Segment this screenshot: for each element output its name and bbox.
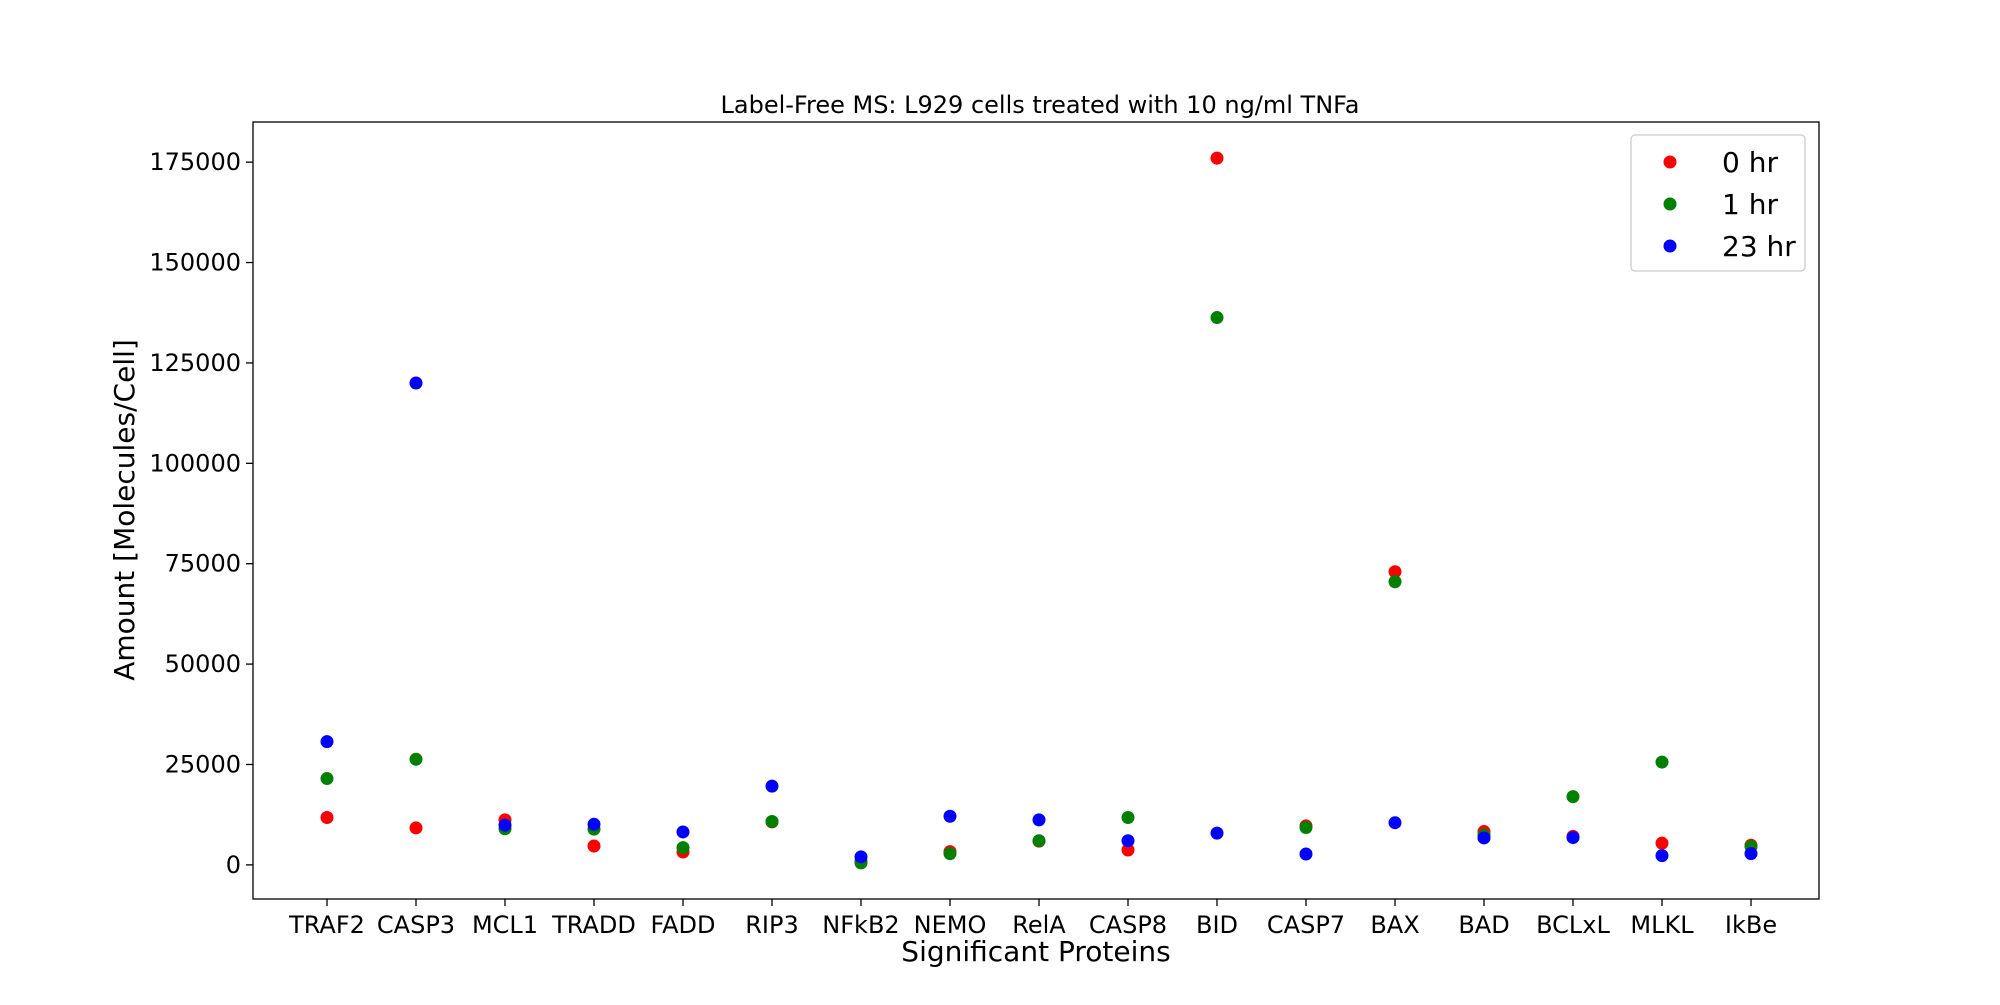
data-point bbox=[676, 841, 690, 855]
x-tick-label: BAX bbox=[1370, 911, 1419, 939]
data-point bbox=[765, 779, 779, 793]
y-axis-title: Amount [Molecules/Cell] bbox=[108, 339, 141, 681]
data-point bbox=[1388, 565, 1402, 579]
data-point bbox=[1744, 847, 1758, 861]
legend: 0 hr 1 hr 23 hr bbox=[1630, 134, 1806, 272]
legend-label: 0 hr bbox=[1722, 146, 1778, 179]
x-tick-label: MLKL bbox=[1630, 911, 1694, 939]
data-point bbox=[1477, 831, 1491, 845]
x-tick-label: BAD bbox=[1458, 911, 1509, 939]
data-point bbox=[409, 752, 423, 766]
x-tick-label: NEMO bbox=[914, 911, 987, 939]
data-point bbox=[1121, 810, 1135, 824]
data-point bbox=[1032, 813, 1046, 827]
data-point bbox=[854, 850, 868, 864]
data-point bbox=[409, 821, 423, 835]
legend-marker bbox=[1663, 197, 1677, 211]
x-tick-label: IkBe bbox=[1725, 911, 1777, 939]
y-tick-label: 50000 bbox=[165, 650, 241, 678]
data-point bbox=[320, 735, 334, 749]
legend-label: 23 hr bbox=[1722, 230, 1796, 263]
x-tick-label: RelA bbox=[1012, 911, 1066, 939]
series-group bbox=[320, 311, 1758, 870]
data-point bbox=[1388, 575, 1402, 589]
x-tick-label: TRADD bbox=[551, 911, 636, 939]
legend-box bbox=[1630, 134, 1806, 272]
data-point bbox=[1210, 311, 1224, 325]
x-tick-label: TRAF2 bbox=[288, 911, 365, 939]
data-point bbox=[1566, 831, 1580, 845]
x-tick-label: MCL1 bbox=[472, 911, 538, 939]
data-point bbox=[765, 815, 779, 829]
y-tick-label: 175000 bbox=[149, 148, 241, 176]
legend-marker bbox=[1663, 155, 1677, 169]
y-tick-label: 0 bbox=[226, 851, 241, 879]
data-point bbox=[1655, 755, 1669, 769]
series-group bbox=[320, 376, 1758, 864]
data-point bbox=[1299, 821, 1313, 835]
data-point bbox=[587, 839, 601, 853]
chart-title: Label-Free MS: L929 cells treated with 1… bbox=[721, 91, 1360, 119]
data-point bbox=[320, 810, 334, 824]
data-point bbox=[1121, 834, 1135, 848]
data-point bbox=[587, 817, 601, 831]
data-point bbox=[1121, 843, 1135, 857]
data-point bbox=[943, 847, 957, 861]
x-axis-title: Significant Proteins bbox=[901, 935, 1170, 968]
data-point bbox=[1655, 836, 1669, 850]
data-point bbox=[409, 376, 423, 390]
data-point bbox=[1032, 834, 1046, 848]
y-tick-label: 125000 bbox=[149, 349, 241, 377]
x-tick-label: NFkB2 bbox=[822, 911, 899, 939]
y-tick-label: 75000 bbox=[165, 550, 241, 578]
x-tick-label: RIP3 bbox=[745, 911, 799, 939]
x-axis: TRAF2 CASP3 MCL1 TRADD FADD RIP3 NFkB2 NEMO RelA… bbox=[288, 899, 1777, 939]
plot-area-frame bbox=[252, 121, 1820, 900]
x-tick-label: BCLxL bbox=[1536, 911, 1610, 939]
x-tick-label: CASP8 bbox=[1089, 911, 1167, 939]
data-point bbox=[320, 772, 334, 786]
data-point bbox=[1655, 849, 1669, 863]
data-point bbox=[1210, 151, 1224, 165]
y-tick-label: 100000 bbox=[149, 449, 241, 477]
x-tick-label: FADD bbox=[651, 911, 716, 939]
legend-marker bbox=[1663, 239, 1677, 253]
data-point bbox=[943, 809, 957, 823]
y-tick-label: 25000 bbox=[165, 750, 241, 778]
data-point bbox=[676, 825, 690, 839]
data-point bbox=[1299, 847, 1313, 861]
x-tick-label: BID bbox=[1196, 911, 1238, 939]
data-point bbox=[1210, 826, 1224, 840]
x-tick-label: CASP3 bbox=[377, 911, 455, 939]
y-axis: 0 25000 50000 75000 100000 125000 150000 175000 bbox=[149, 148, 253, 879]
legend-label: 1 hr bbox=[1722, 188, 1778, 221]
data-point bbox=[1566, 790, 1580, 804]
series-group bbox=[320, 151, 1758, 868]
data-point bbox=[1388, 816, 1402, 830]
data-points bbox=[320, 151, 1758, 870]
x-tick-label: CASP7 bbox=[1267, 911, 1345, 939]
y-tick-label: 150000 bbox=[149, 249, 241, 277]
data-point bbox=[498, 818, 512, 832]
